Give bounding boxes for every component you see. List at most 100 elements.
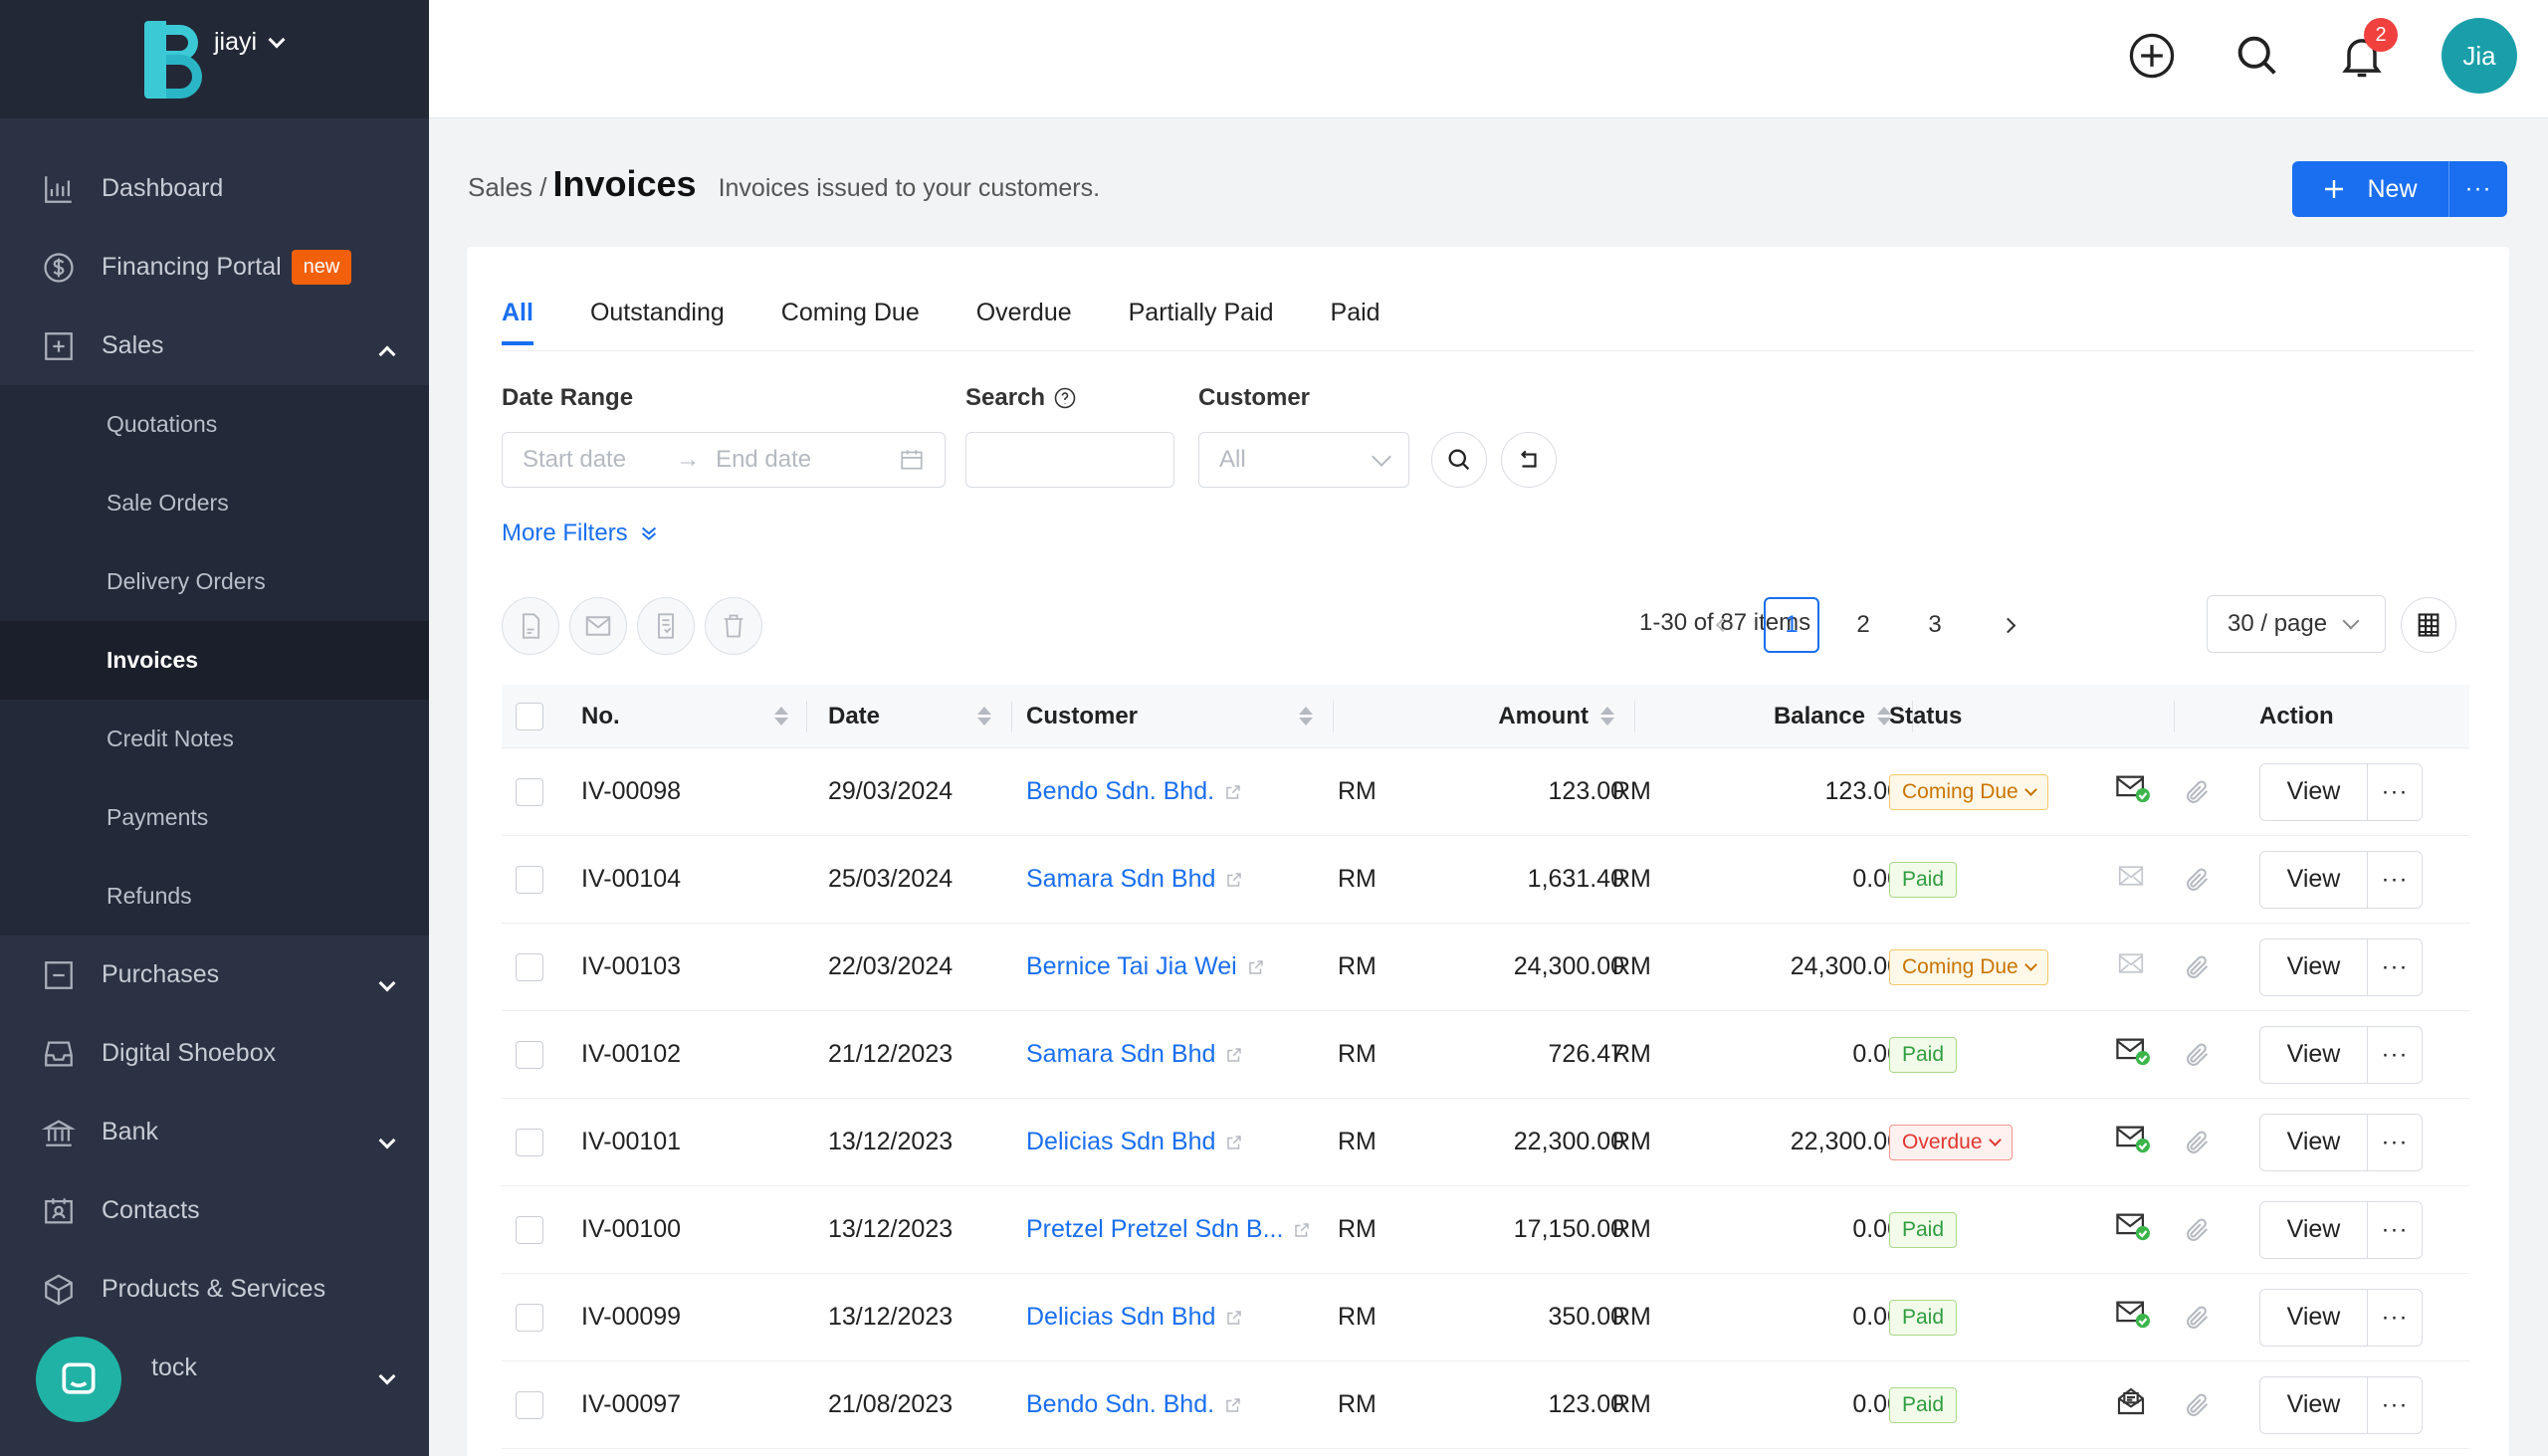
sidebar-item-purchases[interactable]: Purchases (0, 936, 429, 1014)
search-icon[interactable] (2231, 30, 2283, 82)
chat-widget-button[interactable] (36, 1337, 121, 1422)
email-status-icon[interactable] (2114, 1209, 2152, 1250)
tab-outstanding[interactable]: Outstanding (589, 299, 725, 326)
row-checkbox[interactable] (516, 1215, 543, 1244)
sidebar-item-dashboard[interactable]: Dashboard (0, 149, 429, 228)
paperclip-icon[interactable] (2184, 1129, 2212, 1156)
row-more-button[interactable]: ··· (2381, 1303, 2409, 1331)
row-checkbox[interactable] (516, 1040, 543, 1069)
status-badge[interactable]: Coming Due (1889, 948, 2048, 985)
invoice-number[interactable]: IV-00101 (581, 1128, 682, 1155)
status-badge[interactable]: Paid (1889, 1386, 1958, 1423)
sidebar-item-stock[interactable]: tock (0, 1329, 429, 1407)
invoice-number[interactable]: IV-00103 (581, 952, 682, 980)
start-date-input[interactable]: Start date (523, 446, 627, 473)
sidebar-item-delivery-orders[interactable]: Delivery Orders (106, 568, 266, 594)
new-invoice-button[interactable]: New (2292, 161, 2449, 217)
email-status-icon[interactable] (2114, 1385, 2148, 1424)
paperclip-icon[interactable] (2184, 1304, 2212, 1332)
row-more-button[interactable]: ··· (2381, 952, 2409, 980)
customer-name[interactable]: Samara Sdn Bhd (1026, 865, 1216, 893)
sidebar-item-invoices[interactable]: Invoices (0, 621, 429, 700)
email-status-icon[interactable] (2114, 1122, 2152, 1162)
email-status-icon[interactable] (2114, 861, 2148, 898)
email-status-icon[interactable] (2114, 1297, 2152, 1338)
sidebar-item-products-services[interactable]: Products & Services (0, 1250, 429, 1329)
view-button[interactable]: View (2260, 1201, 2368, 1258)
invoice-number[interactable]: IV-00097 (581, 1390, 682, 1418)
invoice-number[interactable]: IV-00100 (581, 1215, 682, 1243)
more-filters-link[interactable]: More Filters (502, 520, 660, 547)
sidebar-item-financing-portal[interactable]: Financing Portal new (0, 228, 429, 307)
page-3-button[interactable]: 3 (1928, 611, 1942, 638)
row-checkbox[interactable] (516, 952, 543, 981)
view-button[interactable]: View (2260, 1289, 2368, 1346)
customer-link[interactable]: Samara Sdn Bhd (1026, 836, 1243, 923)
customer-name[interactable]: Bendo Sdn. Bhd. (1026, 1390, 1215, 1418)
status-badge[interactable]: Paid (1889, 1211, 1958, 1248)
external-link-icon[interactable] (1224, 783, 1242, 801)
customer-select[interactable]: All (1198, 432, 1409, 488)
th-customer[interactable]: Customer (1026, 685, 1323, 747)
paperclip-icon[interactable] (2184, 1391, 2212, 1419)
bulk-pdf-button[interactable] (502, 597, 559, 655)
row-more-button[interactable]: ··· (2381, 1128, 2409, 1155)
status-badge[interactable]: Paid (1889, 861, 1958, 898)
row-more-button[interactable]: ··· (2381, 865, 2409, 893)
row-more-button[interactable]: ··· (2381, 1040, 2409, 1068)
customer-link[interactable]: Bendo Sdn. Bhd. (1026, 1361, 1242, 1448)
customer-link[interactable]: Delicias Sdn Bhd (1026, 1274, 1243, 1360)
help-circle-icon[interactable] (1053, 386, 1077, 410)
status-badge[interactable]: Paid (1889, 1299, 1958, 1336)
view-button[interactable]: View (2260, 1376, 2368, 1433)
th-date[interactable]: Date (828, 685, 1001, 747)
tab-paid[interactable]: Paid (1330, 299, 1380, 326)
customer-name[interactable]: Pretzel Pretzel Sdn B... (1026, 1215, 1284, 1243)
paperclip-icon[interactable] (2184, 1216, 2212, 1244)
customer-name[interactable]: Delicias Sdn Bhd (1026, 1303, 1216, 1331)
avatar[interactable]: Jia (2442, 18, 2517, 94)
invoice-number[interactable]: IV-00099 (581, 1303, 682, 1331)
external-link-icon[interactable] (1293, 1221, 1311, 1239)
view-button[interactable]: View (2260, 1114, 2368, 1170)
customer-name[interactable]: Bernice Tai Jia Wei (1026, 952, 1237, 980)
invoice-number[interactable]: IV-00102 (581, 1040, 682, 1068)
status-badge[interactable]: Overdue (1889, 1124, 2013, 1160)
sidebar-item-credit-notes[interactable]: Credit Notes (106, 726, 234, 751)
row-checkbox[interactable] (516, 1303, 543, 1332)
paperclip-icon[interactable] (2184, 866, 2212, 894)
external-link-icon[interactable] (1224, 1396, 1242, 1414)
row-checkbox[interactable] (516, 1128, 543, 1156)
sidebar-item-contacts[interactable]: Contacts (0, 1171, 429, 1250)
sidebar-item-payments[interactable]: Payments (106, 804, 209, 830)
row-checkbox[interactable] (516, 777, 543, 806)
external-link-icon[interactable] (1225, 1309, 1243, 1327)
breadcrumb[interactable]: Sales / (468, 172, 547, 202)
view-button[interactable]: View (2260, 851, 2368, 908)
add-circle-icon[interactable] (2126, 30, 2178, 82)
bulk-delete-button[interactable] (705, 597, 762, 655)
status-badge[interactable]: Coming Due (1889, 773, 2048, 810)
row-more-button[interactable]: ··· (2381, 777, 2409, 805)
apply-search-button[interactable] (1431, 432, 1487, 488)
tab-overdue[interactable]: Overdue (975, 299, 1072, 326)
sidebar-item-digital-shoebox[interactable]: Digital Shoebox (0, 1014, 429, 1093)
row-checkbox[interactable] (516, 865, 543, 894)
customer-link[interactable]: Samara Sdn Bhd (1026, 1011, 1243, 1098)
org-switcher[interactable]: jiayi (0, 0, 429, 118)
email-status-icon[interactable] (2114, 948, 2148, 985)
sidebar-item-refunds[interactable]: Refunds (106, 883, 192, 909)
row-checkbox[interactable] (516, 1390, 543, 1419)
page-2-button[interactable]: 2 (1856, 611, 1870, 638)
row-more-button[interactable]: ··· (2381, 1390, 2409, 1418)
email-status-icon[interactable] (2114, 1034, 2152, 1075)
column-settings-button[interactable] (2401, 597, 2456, 653)
search-input[interactable] (965, 432, 1174, 488)
end-date-input[interactable]: End date (716, 446, 812, 473)
tab-coming-due[interactable]: Coming Due (780, 299, 920, 326)
sidebar-item-quotations[interactable]: Quotations (106, 411, 218, 437)
view-button[interactable]: View (2260, 763, 2368, 820)
paperclip-icon[interactable] (2184, 778, 2212, 806)
sidebar-item-bank[interactable]: Bank (0, 1093, 429, 1171)
customer-name[interactable]: Bendo Sdn. Bhd. (1026, 777, 1215, 805)
